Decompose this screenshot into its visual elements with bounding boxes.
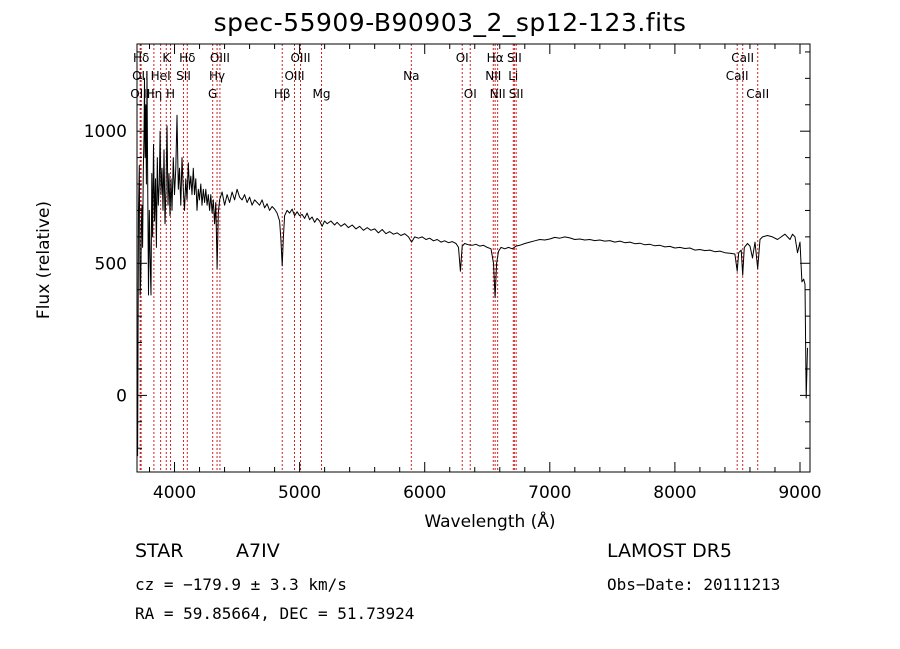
plot-frame	[136, 43, 811, 473]
line-label-15: NII	[485, 69, 501, 83]
line-label-5: OI	[456, 51, 469, 65]
x-tick-label-6000: 6000	[403, 483, 446, 503]
line-label-19: Hη	[146, 87, 163, 101]
redshift-readout: cz = −179.9 ± 3.3 km/s	[135, 575, 347, 594]
y-axis-ticks: 0 500 1000	[84, 51, 810, 449]
line-label-4: OIII	[290, 51, 310, 65]
x-tick-label-8000: 8000	[653, 483, 696, 503]
line-label-22: Hβ	[274, 87, 291, 101]
y-axis-label: Flux (relative)	[34, 200, 54, 320]
line-label-12: Hγ	[209, 69, 225, 83]
line-label-6: Hα	[487, 51, 504, 65]
x-axis-ticks: 4000 5000 6000 7000 8000 9000	[149, 44, 822, 503]
line-label-7: SII	[507, 51, 522, 65]
line-label-18: OIII	[130, 87, 150, 101]
line-label-25: NII	[490, 87, 506, 101]
line-label-2: Hδ	[179, 51, 195, 65]
survey-name: LAMOST DR5	[607, 540, 732, 562]
line-label-17: CaII	[726, 69, 749, 83]
line-label-23: Mg	[313, 87, 331, 101]
x-tick-label-4000: 4000	[153, 483, 196, 503]
line-label-16: Li	[508, 69, 518, 83]
y-tick-label-500: 500	[95, 254, 127, 274]
x-tick-label-7000: 7000	[528, 483, 571, 503]
x-tick-label-5000: 5000	[278, 483, 321, 503]
object-class: STAR	[135, 540, 184, 562]
line-label-9: OII	[132, 69, 149, 83]
object-subclass: A7IV	[236, 540, 280, 562]
observation-date: Obs−Date: 20111213	[607, 575, 781, 594]
line-label-13: OIII	[284, 69, 304, 83]
line-label-26: SII	[509, 87, 524, 101]
chart-title: spec-55909-B90903_2_sp12-123.fits	[213, 8, 687, 37]
line-label-1: K	[162, 51, 171, 65]
line-label-20: H	[166, 87, 175, 101]
line-label-11: SII	[176, 69, 191, 83]
line-label-14: Na	[403, 69, 419, 83]
line-label-10: HeI	[151, 69, 171, 83]
line-label-3: OIII	[210, 51, 230, 65]
line-label-24: OI	[464, 87, 477, 101]
spectrum-series-line	[137, 72, 808, 457]
y-tick-label-0: 0	[116, 386, 127, 406]
x-axis-label: Wavelength (Å)	[424, 512, 556, 532]
line-label-21: G	[208, 87, 217, 101]
line-label-8: CaII	[731, 51, 754, 65]
line-label-0: Hδ	[133, 51, 149, 65]
coordinates-readout: RA = 59.85664, DEC = 51.73924	[135, 604, 415, 623]
y-tick-label-1000: 1000	[84, 122, 127, 142]
line-label-27: CaII	[746, 87, 769, 101]
x-tick-label-9000: 9000	[778, 483, 821, 503]
line-markers	[139, 44, 759, 472]
